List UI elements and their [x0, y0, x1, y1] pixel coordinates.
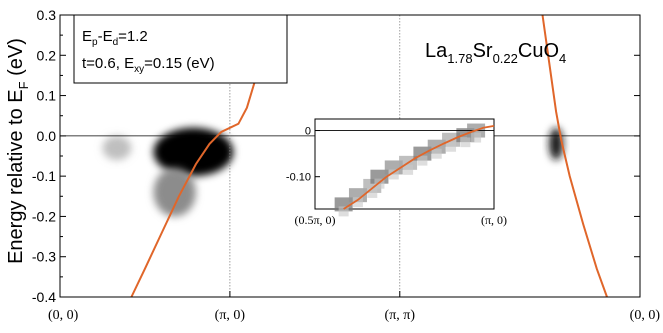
- y-tick-label: 0.3: [37, 7, 57, 23]
- inset-pixel-faint: [460, 137, 471, 148]
- y-axis-label: Energy relative to EF (eV): [5, 38, 31, 264]
- params-line-2: t=0.6, Exy=0.15 (eV): [82, 55, 215, 75]
- compound-label: La1.78Sr0.22CuO4: [425, 40, 566, 66]
- x-tick-label: (π, 0): [215, 308, 246, 323]
- intensity-blob-0: [102, 135, 132, 161]
- compound-part: 0.22: [493, 51, 518, 66]
- inset-pixel-faint: [417, 155, 428, 166]
- x-tick-label: (0, 0): [48, 308, 79, 323]
- compound-part: La: [425, 40, 448, 62]
- inset-chart: 0 -0.10 (0.5π, 0) (π, 0): [286, 118, 507, 227]
- compound-part: 1.78: [447, 51, 472, 66]
- params-line-1: Ep-Ed=1.2: [82, 28, 148, 48]
- y-tick-label: -0.1: [32, 168, 56, 184]
- inset-pixel-faint: [471, 132, 482, 143]
- inset-pixel-faint: [388, 169, 399, 180]
- y-tick-label: -0.4: [32, 289, 56, 305]
- x-axis-ticks: (0, 0) (π, 0) (π, π) (0, 0): [48, 291, 660, 323]
- y-tick-label: 0.1: [37, 88, 57, 104]
- intensity-blob-2: [153, 168, 196, 217]
- inset-pixel-faint: [446, 141, 457, 152]
- inset-x-tick-label: (π, 0): [481, 213, 507, 227]
- band-curve-segment-1: [541, 14, 608, 298]
- params-box: Ep-Ed=1.2 t=0.6, Exy=0.15 (eV): [73, 14, 288, 84]
- inset-y-ticks: 0 -0.10: [286, 126, 320, 184]
- inset-band-curve: [343, 125, 495, 210]
- x-tick-label: (π, π): [385, 308, 416, 323]
- inset-pixel-faint: [338, 206, 349, 217]
- inset-x-tick-label: (0.5π, 0): [294, 213, 335, 227]
- inset-pixel-faint: [431, 148, 442, 159]
- y-tick-label: -0.2: [32, 208, 56, 224]
- inset-pixel-faint: [352, 197, 363, 208]
- y-axis-ticks: 0.3 0.2 0.1 0.0 -0.1 -0.2 -0.3 -0.4: [32, 7, 640, 305]
- inset-y-tick-label: -0.10: [286, 172, 311, 184]
- compound-part: 4: [559, 51, 566, 66]
- x-tick-label: (0, 0): [630, 308, 661, 323]
- inset-x-ticks: (0.5π, 0) (π, 0): [294, 204, 507, 227]
- y-tick-label: -0.3: [32, 249, 56, 265]
- inset-y-tick-label: 0: [305, 126, 311, 138]
- y-tick-label: 0.0: [37, 128, 57, 144]
- compound-part: CuO: [518, 40, 559, 62]
- inset-pixel-faint: [367, 187, 378, 198]
- compound-part: Sr: [473, 40, 493, 62]
- y-tick-label: 0.2: [37, 47, 57, 63]
- inset-pixel-faint: [403, 164, 414, 175]
- inset-pixel-faint: [374, 178, 385, 189]
